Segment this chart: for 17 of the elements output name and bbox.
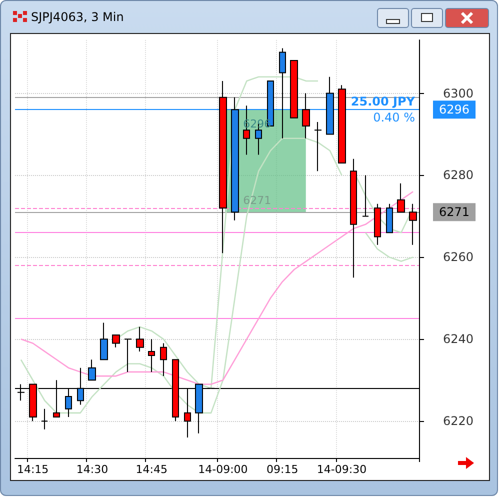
ref-line-label: 6271 bbox=[439, 205, 470, 220]
annotation: 25.00 JPY bbox=[350, 94, 416, 109]
y-tick-label: 6280 bbox=[443, 168, 474, 182]
x-tick-label: 14-09:30 bbox=[316, 463, 367, 476]
annotation: 0.40 % bbox=[373, 110, 415, 125]
x-tick-label: 14:30 bbox=[76, 463, 108, 476]
y-tick-label: 6220 bbox=[443, 414, 474, 428]
y-tick-label: 6240 bbox=[443, 332, 474, 346]
x-tick-label: 14:15 bbox=[16, 463, 49, 476]
x-tick-label: 14-09:00 bbox=[198, 463, 248, 476]
y-tick-label: 6260 bbox=[443, 250, 474, 264]
x-tick-label: 09:15 bbox=[266, 463, 298, 476]
x-tick-label: 14:45 bbox=[136, 463, 168, 476]
annotation: 6271 bbox=[243, 194, 272, 208]
ref-line-label: 6296 bbox=[439, 102, 470, 117]
y-tick-label: 6300 bbox=[443, 86, 474, 100]
chart-title: SJPJ4063, 3 Min bbox=[31, 10, 124, 24]
